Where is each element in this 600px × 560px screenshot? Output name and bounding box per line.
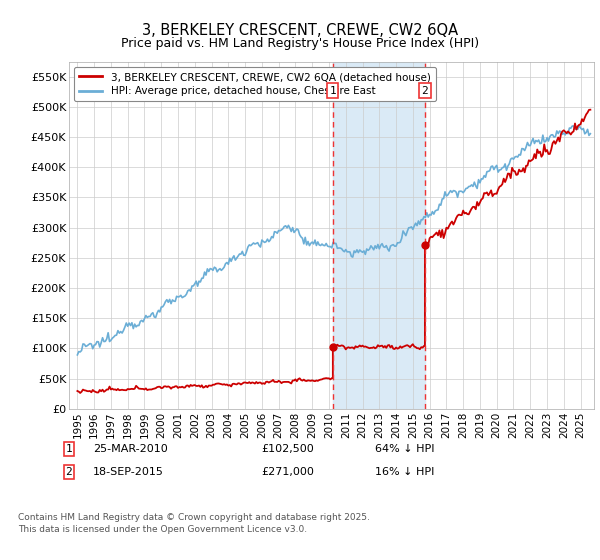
Text: 64% ↓ HPI: 64% ↓ HPI: [375, 444, 434, 454]
Text: 25-MAR-2010: 25-MAR-2010: [93, 444, 168, 454]
Legend: 3, BERKELEY CRESCENT, CREWE, CW2 6QA (detached house), HPI: Average price, detac: 3, BERKELEY CRESCENT, CREWE, CW2 6QA (de…: [74, 67, 436, 101]
Text: 16% ↓ HPI: 16% ↓ HPI: [375, 466, 434, 477]
Text: 1: 1: [65, 444, 73, 454]
Text: 3, BERKELEY CRESCENT, CREWE, CW2 6QA: 3, BERKELEY CRESCENT, CREWE, CW2 6QA: [142, 24, 458, 38]
Text: 2: 2: [422, 86, 428, 96]
Text: £271,000: £271,000: [261, 466, 314, 477]
Text: 18-SEP-2015: 18-SEP-2015: [93, 466, 164, 477]
Text: 2: 2: [65, 466, 73, 477]
Bar: [333, 62, 425, 409]
Text: Contains HM Land Registry data © Crown copyright and database right 2025.
This d: Contains HM Land Registry data © Crown c…: [18, 513, 370, 534]
Text: 1: 1: [329, 86, 336, 96]
Text: £102,500: £102,500: [261, 444, 314, 454]
Text: Price paid vs. HM Land Registry's House Price Index (HPI): Price paid vs. HM Land Registry's House …: [121, 37, 479, 50]
